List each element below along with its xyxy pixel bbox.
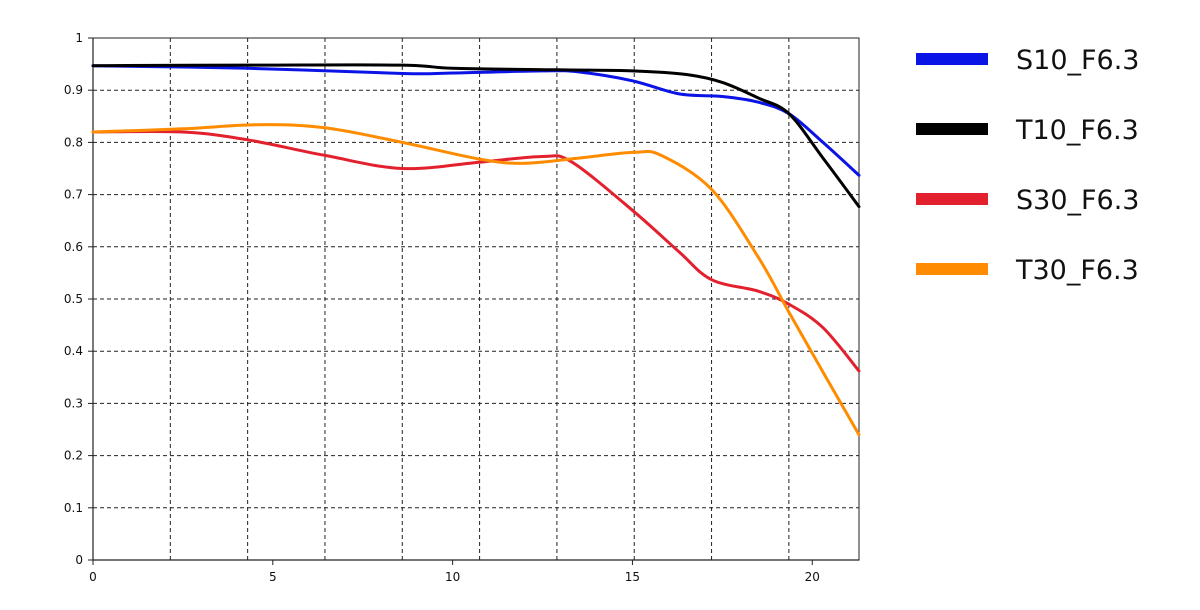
legend-item: S30_F6.3 <box>916 185 1139 216</box>
legend-label: S30_F6.3 <box>1016 185 1139 216</box>
y-tick-label: 0.4 <box>64 344 83 358</box>
y-tick-label: 0.7 <box>64 188 83 202</box>
x-tick-label: 20 <box>805 570 820 584</box>
y-tick-label: 0.5 <box>64 292 83 306</box>
series-line-t30-f6-3 <box>91 123 861 437</box>
series-lines <box>91 63 861 437</box>
y-axis: 0 0.1 0.2 0.3 0.4 0.5 0.6 0.7 0.8 0.9 1 <box>64 31 93 567</box>
legend-item: T30_F6.3 <box>916 255 1139 286</box>
x-tick-label: 15 <box>625 570 640 584</box>
y-tick-label: 0.2 <box>64 449 83 463</box>
legend-swatch <box>916 123 988 135</box>
legend-swatch <box>916 193 988 205</box>
legend-swatch <box>916 53 988 65</box>
y-tick-label: 0.6 <box>64 240 83 254</box>
y-tick-label: 0.9 <box>64 83 83 97</box>
x-tick-label: 0 <box>89 570 97 584</box>
series-line-t10-f6-3 <box>91 63 861 209</box>
legend-label: S10_F6.3 <box>1016 45 1139 76</box>
y-tick-label: 1 <box>75 31 83 45</box>
grid <box>93 38 859 560</box>
x-tick-label: 5 <box>269 570 277 584</box>
series-line-s30-f6-3 <box>91 129 861 373</box>
x-axis: 0 5 10 15 20 <box>89 560 820 584</box>
legend-label: T10_F6.3 <box>1015 115 1139 146</box>
y-tick-label: 0.8 <box>64 135 83 149</box>
x-tick-label: 10 <box>445 570 460 584</box>
legend-swatch <box>916 263 988 275</box>
y-tick-label: 0.3 <box>64 396 83 410</box>
legend-item: S10_F6.3 <box>916 45 1139 76</box>
y-tick-label: 0.1 <box>64 501 83 515</box>
legend-label: T30_F6.3 <box>1015 255 1139 286</box>
legend: S10_F6.3 T10_F6.3 S30_F6.3 T30_F6.3 <box>916 45 1139 286</box>
y-tick-label: 0 <box>75 553 83 567</box>
legend-item: T10_F6.3 <box>916 115 1139 146</box>
